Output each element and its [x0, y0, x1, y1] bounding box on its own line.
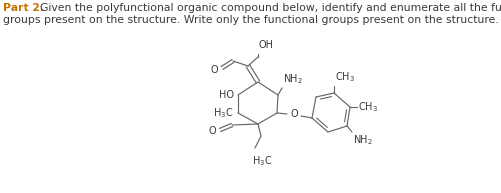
Text: Part 2.: Part 2. — [3, 3, 44, 13]
Text: O: O — [208, 126, 215, 136]
Text: H$_3$C: H$_3$C — [252, 154, 272, 168]
Text: Given the polyfunctional organic compound below, identify and enumerate all the : Given the polyfunctional organic compoun… — [40, 3, 501, 13]
Text: O: O — [290, 109, 297, 119]
Text: NH$_2$: NH$_2$ — [283, 72, 302, 86]
Text: groups present on the structure. Write only the functional groups present on the: groups present on the structure. Write o… — [3, 15, 498, 25]
Text: HO: HO — [218, 90, 233, 100]
Text: O: O — [210, 65, 217, 75]
Text: H$_3$C: H$_3$C — [212, 106, 232, 120]
Text: CH$_3$: CH$_3$ — [357, 100, 377, 114]
Text: NH$_2$: NH$_2$ — [352, 133, 372, 147]
Text: CH$_3$: CH$_3$ — [334, 70, 354, 84]
Text: OH: OH — [259, 40, 274, 50]
